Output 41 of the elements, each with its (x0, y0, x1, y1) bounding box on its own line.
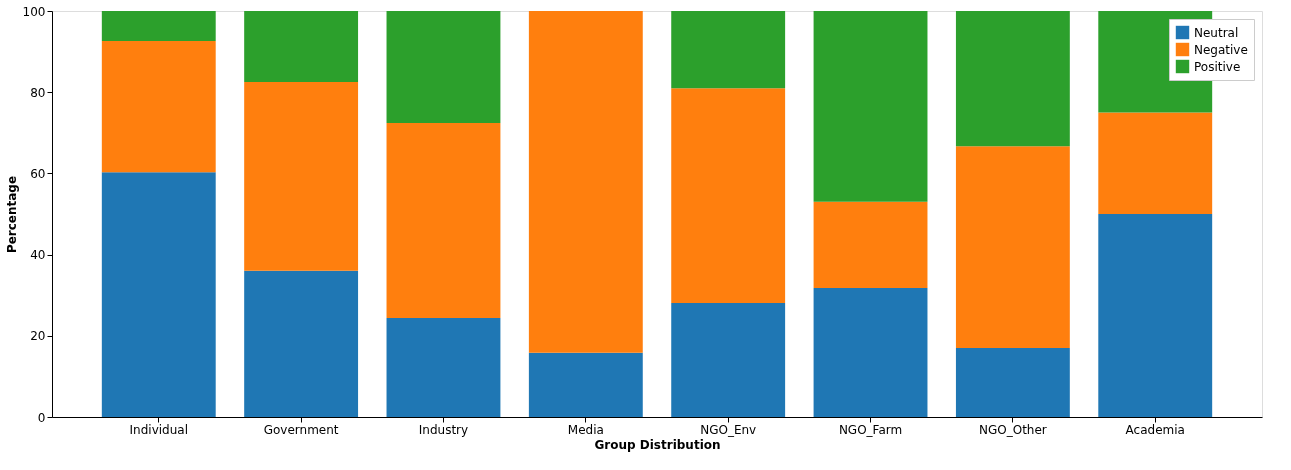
bar (528, 11, 643, 353)
y-tick-label: 60 (30, 166, 46, 181)
bar (244, 82, 359, 271)
legend-label: Positive (1194, 59, 1241, 74)
bar (955, 11, 1070, 147)
x-tick-label: Industry (418, 422, 469, 437)
legend-label: Negative (1194, 42, 1248, 57)
bar (955, 146, 1070, 348)
x-tick-label: Individual (129, 422, 188, 437)
bar (813, 201, 928, 288)
y-axis-title: Percentage (4, 175, 19, 254)
bar (671, 88, 786, 303)
bar (955, 347, 1070, 417)
bar (671, 302, 786, 417)
bar (101, 11, 216, 42)
bar (101, 41, 216, 173)
bar (244, 270, 359, 417)
y-tick-label: 0 (37, 410, 46, 425)
x-tick-label: NGO_Other (978, 422, 1047, 437)
x-tick-label: NGO_Env (700, 422, 757, 437)
bar (101, 172, 216, 417)
bar (1098, 112, 1213, 214)
bar (671, 11, 786, 89)
x-tick-label: Media (567, 422, 604, 437)
x-tick-label: NGO_Farm (838, 422, 903, 437)
legend-label: Neutral (1194, 25, 1239, 40)
bar (386, 123, 501, 318)
y-tick-label: 80 (30, 85, 46, 100)
y-tick-label: 40 (30, 248, 46, 263)
y-tick-label: 100 (22, 4, 46, 19)
x-tick-label: Government (263, 422, 339, 437)
bar (244, 11, 359, 83)
bar (386, 317, 501, 417)
y-tick-label: 20 (30, 329, 46, 344)
x-axis-title: Group Distribution (594, 437, 721, 452)
bar (386, 11, 501, 124)
bar (1098, 214, 1213, 417)
bar (528, 352, 643, 417)
x-tick-label: Academia (1125, 422, 1185, 437)
bar (813, 287, 928, 417)
bar (813, 11, 928, 202)
